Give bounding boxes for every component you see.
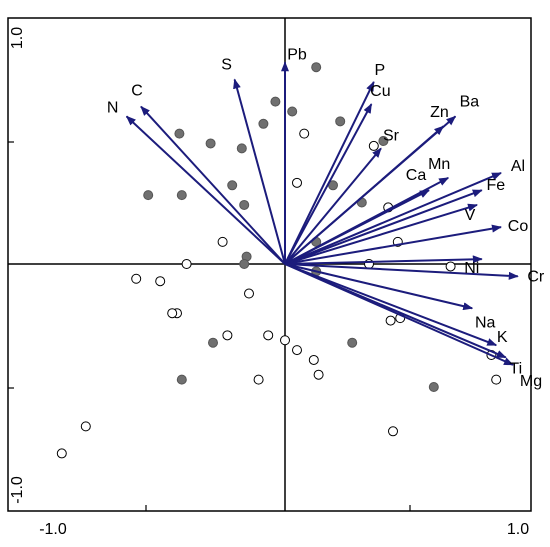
vector-label-ba: Ba <box>460 93 480 110</box>
open-sample-point <box>299 128 310 139</box>
filled-sample-point <box>258 118 269 129</box>
vector-label-mn: Mn <box>428 156 450 173</box>
open-sample-point <box>222 330 233 341</box>
open-sample-point <box>217 236 228 247</box>
open-sample-point <box>388 426 398 437</box>
filled-sample-point <box>239 199 250 210</box>
filled-sample-point <box>236 143 247 154</box>
filled-sample-point <box>208 337 218 348</box>
open-sample-point <box>181 259 192 269</box>
filled-sample-point <box>428 382 439 392</box>
vector-label-fe: Fe <box>486 177 505 194</box>
vector-label-ti: Ti <box>509 360 522 377</box>
vector-label-cu: Cu <box>370 83 390 100</box>
vector-label-na: Na <box>475 314 496 331</box>
filled-sample-point <box>335 116 346 127</box>
vector-label-pb: Pb <box>287 46 307 63</box>
vector-ba <box>284 115 457 265</box>
vector-label-s: S <box>221 57 232 74</box>
open-sample-point <box>56 448 67 459</box>
open-sample-point <box>292 345 302 356</box>
open-sample-point <box>80 421 91 432</box>
vector-label-c: C <box>131 83 143 100</box>
filled-sample-point <box>176 374 187 385</box>
filled-sample-point <box>143 190 154 201</box>
vector-ca <box>284 189 430 265</box>
open-sample-point <box>445 261 456 272</box>
vector-al <box>284 172 502 265</box>
filled-sample-point <box>239 259 250 269</box>
y-axis-ticks <box>8 141 14 389</box>
y-tick-label-max: 1.0 <box>9 27 26 49</box>
vector-p <box>284 81 375 265</box>
sample-points <box>56 62 502 459</box>
vector-cu <box>284 103 373 265</box>
open-sample-point <box>167 308 178 319</box>
filled-sample-point <box>270 96 281 107</box>
open-sample-point <box>263 330 274 341</box>
vector-label-ca: Ca <box>406 167 427 184</box>
filled-sample-point <box>287 106 298 117</box>
vector-c <box>140 105 286 265</box>
vector-co <box>284 224 502 265</box>
variable-vectors <box>125 61 519 366</box>
filled-sample-point <box>174 128 185 139</box>
x-tick-label-max: 1.0 <box>507 521 529 538</box>
filled-sample-point <box>311 62 322 73</box>
vector-s <box>233 78 286 265</box>
x-axis-ticks <box>145 505 411 511</box>
open-sample-point <box>292 177 302 188</box>
open-sample-point <box>155 276 166 287</box>
filled-sample-point <box>176 190 187 201</box>
vector-mg <box>284 263 514 366</box>
vector-label-ni: Ni <box>464 260 479 277</box>
filled-sample-point <box>378 136 389 146</box>
vector-label-p: P <box>374 62 385 79</box>
x-tick-label-min: -1.0 <box>39 521 67 538</box>
vector-na <box>284 263 474 311</box>
vector-cr <box>284 263 519 280</box>
open-sample-point <box>313 369 324 380</box>
vector-label-sr: Sr <box>383 127 400 144</box>
open-sample-point <box>280 335 290 346</box>
vector-fe <box>284 189 483 265</box>
filled-sample-point <box>347 337 358 348</box>
vector-k <box>284 263 498 347</box>
vector-sr <box>284 147 382 265</box>
vector-label-k: K <box>497 329 508 346</box>
vector-label-co: Co <box>508 218 529 235</box>
filled-sample-point <box>205 138 216 149</box>
vector-label-v: V <box>465 207 476 224</box>
open-sample-point <box>368 140 379 151</box>
vector-label-zn: Zn <box>430 104 449 121</box>
y-tick-label-min: -1.0 <box>9 476 26 504</box>
open-sample-point <box>244 288 254 299</box>
vector-ni <box>284 255 483 265</box>
vector-label-mg: Mg <box>520 373 542 390</box>
open-sample-point <box>308 354 319 365</box>
open-sample-point <box>491 374 502 385</box>
vector-label-cr: Cr <box>527 268 545 285</box>
vector-label-al: Al <box>511 158 525 175</box>
filled-sample-point <box>227 180 238 191</box>
vector-v <box>284 203 478 265</box>
vector-label-n: N <box>107 99 119 116</box>
open-sample-point <box>253 374 264 385</box>
open-sample-point <box>385 315 396 326</box>
vector-n <box>125 115 286 265</box>
open-sample-point <box>131 273 142 284</box>
